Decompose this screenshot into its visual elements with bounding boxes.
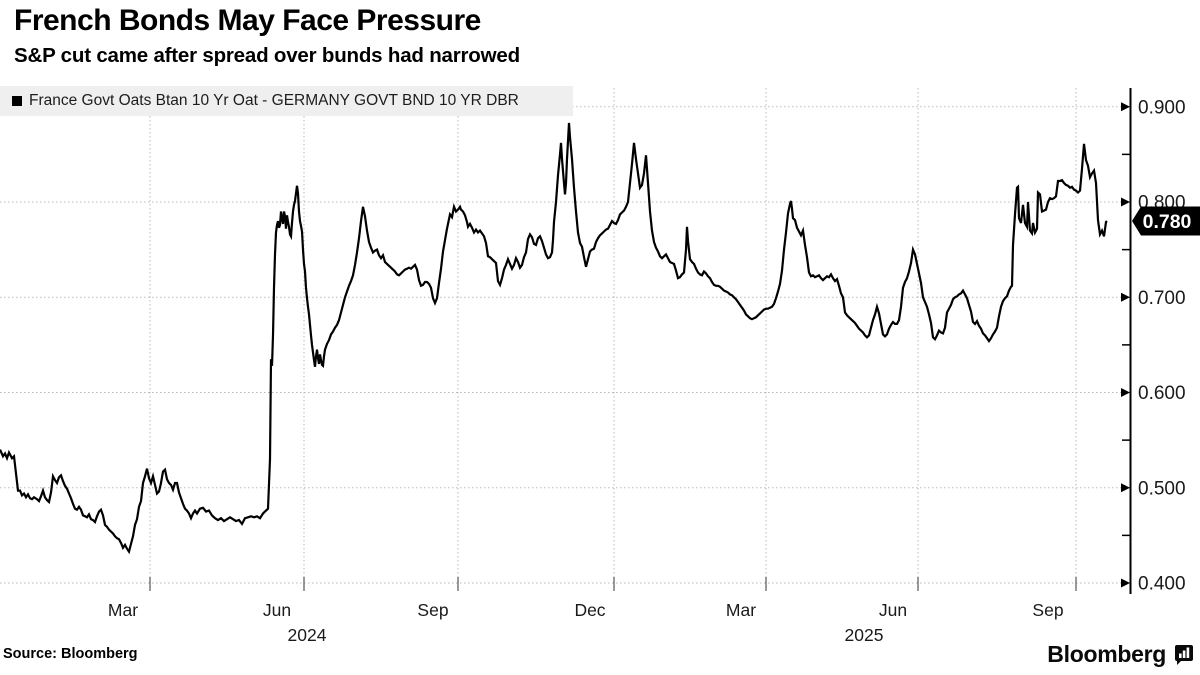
y-tick-arrow <box>1121 388 1130 397</box>
source-attribution: Source: Bloomberg <box>3 646 138 662</box>
bloomberg-wordmark: Bloomberg <box>1047 641 1166 667</box>
x-tick-label: Dec <box>574 600 605 620</box>
x-tick-label: Jun <box>263 600 291 620</box>
x-tick-label: Mar <box>726 600 756 620</box>
x-year-label: 2025 <box>845 625 884 645</box>
x-tick-label: Jun <box>879 600 907 620</box>
legend-marker-swatch <box>12 96 22 106</box>
y-tick-label: 0.400 <box>1138 574 1186 595</box>
y-tick-arrow <box>1121 483 1130 493</box>
legend-series-label: France Govt Oats Btan 10 Yr Oat - GERMAN… <box>29 92 519 109</box>
y-tick-label: 0.900 <box>1138 97 1186 118</box>
chart-legend: France Govt Oats Btan 10 Yr Oat - GERMAN… <box>0 86 573 116</box>
page-title: French Bonds May Face Pressure <box>14 4 481 37</box>
y-tick-arrow <box>1121 102 1130 112</box>
last-price-badge <box>1132 206 1200 236</box>
x-tick-label: Sep <box>1032 600 1063 620</box>
last-price-badge-label: 0.780 <box>1143 211 1192 233</box>
page-subtitle: S&P cut came after spread over bunds had… <box>14 44 520 67</box>
y-tick-label: 0.600 <box>1138 383 1186 404</box>
x-year-label: 2024 <box>288 625 327 645</box>
x-tick-label: Sep <box>417 600 448 620</box>
y-tick-label: 0.500 <box>1138 478 1186 499</box>
x-tick-label: Mar <box>108 600 138 620</box>
y-tick-arrow <box>1121 197 1130 207</box>
y-tick-arrow <box>1121 578 1130 588</box>
y-tick-label: 0.700 <box>1138 288 1186 309</box>
spread-line <box>0 122 1108 555</box>
bloomberg-bars-icon <box>1175 645 1193 665</box>
bloomberg-brand: Bloomberg <box>1047 641 1194 668</box>
y-tick-arrow <box>1121 292 1130 302</box>
